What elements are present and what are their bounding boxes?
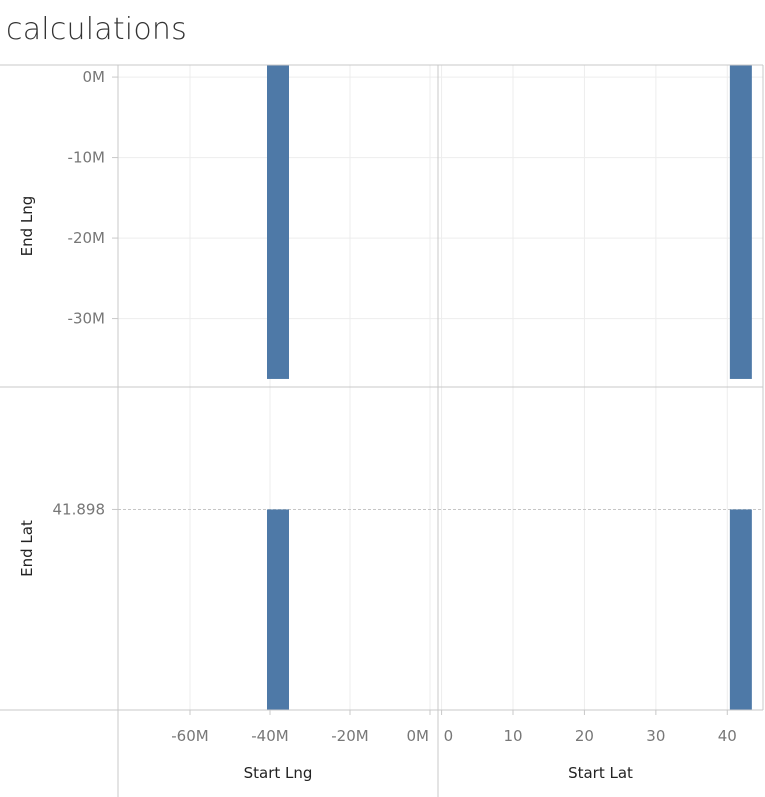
x-tick-label: -20M	[331, 727, 368, 745]
bar-1-1[interactable]	[729, 509, 752, 710]
y-axis-title: End Lng	[18, 196, 36, 257]
y-tick-label: 0M	[83, 68, 106, 86]
x-tick-label: 10	[503, 727, 522, 745]
x-tick-label: 0M	[407, 727, 430, 745]
x-tick-label: -40M	[251, 727, 288, 745]
y-tick-label: -20M	[68, 229, 105, 247]
bar-0-0[interactable]	[267, 65, 289, 379]
chart-title: calculations	[6, 12, 187, 47]
x-tick-label: 40	[718, 727, 737, 745]
x-tick-label: 30	[646, 727, 665, 745]
y-tick-label: -10M	[68, 149, 105, 167]
y-tick-label: 41.898	[53, 500, 106, 518]
x-tick-label: -60M	[171, 727, 208, 745]
x-tick-label: 20	[575, 727, 594, 745]
y-tick-label: -30M	[68, 310, 105, 328]
x-axis-title: Start Lat	[568, 764, 633, 782]
x-axis-title: Start Lng	[244, 764, 313, 782]
y-axis-title: End Lat	[18, 520, 36, 577]
x-tick-label: 0	[444, 727, 454, 745]
bar-1-0[interactable]	[267, 509, 289, 710]
bar-0-1[interactable]	[729, 65, 752, 379]
